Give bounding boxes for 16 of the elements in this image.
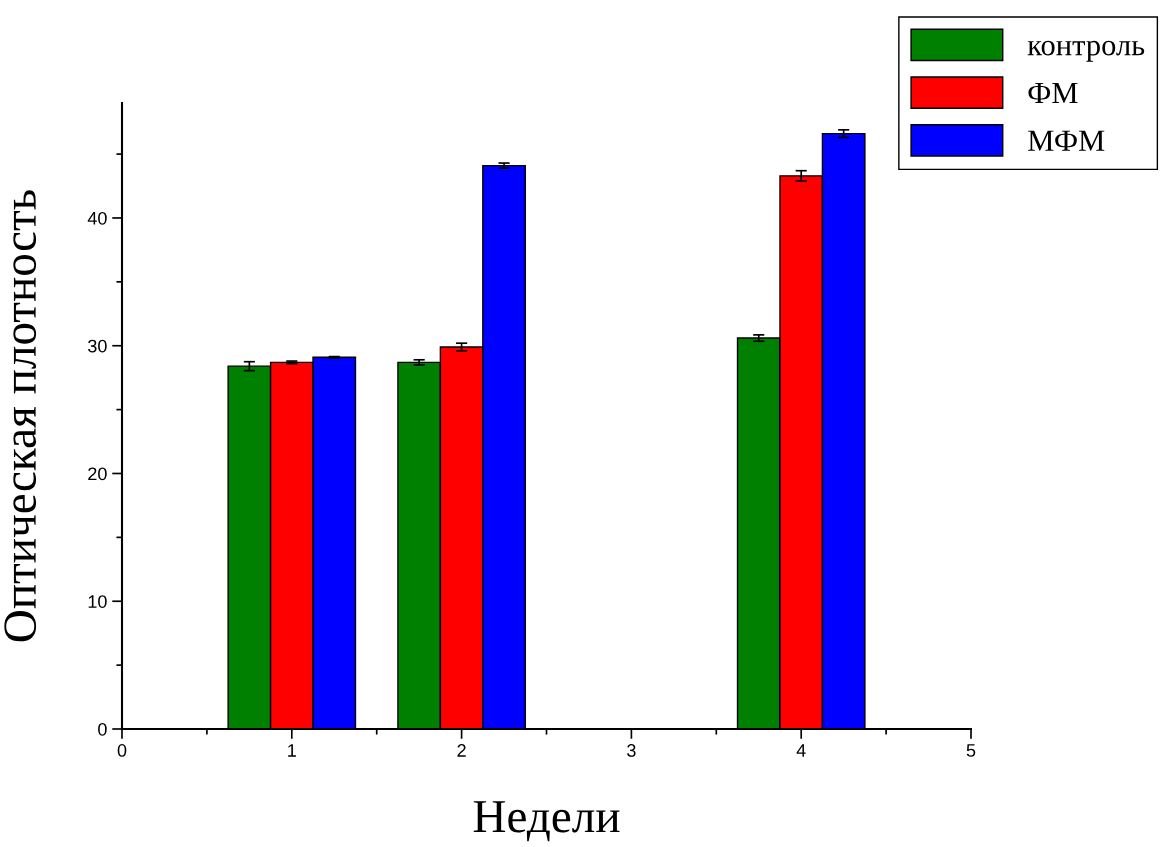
y-tick-label: 20: [88, 467, 107, 481]
legend-label: контроль: [1027, 40, 1145, 62]
legend-label: ФМ: [1028, 82, 1078, 103]
y-axis-title: Оптическая плотность: [4, 190, 37, 642]
y-tick-label: 0: [98, 722, 107, 736]
x-tick-label: 4: [796, 744, 806, 757]
y-tick-label: 30: [88, 339, 107, 353]
y-tick-label: 40: [87, 211, 107, 225]
x-tick-label: 5: [966, 744, 976, 757]
x-tick-label: 1: [288, 744, 296, 757]
x-axis-title: Недели: [473, 801, 620, 842]
legend-label: МФМ: [1028, 130, 1105, 151]
y-tick-label: 10: [88, 595, 107, 608]
x-tick-label: 2: [457, 744, 466, 757]
x-tick-label: 3: [627, 744, 636, 757]
x-tick-label: 0: [117, 744, 127, 757]
